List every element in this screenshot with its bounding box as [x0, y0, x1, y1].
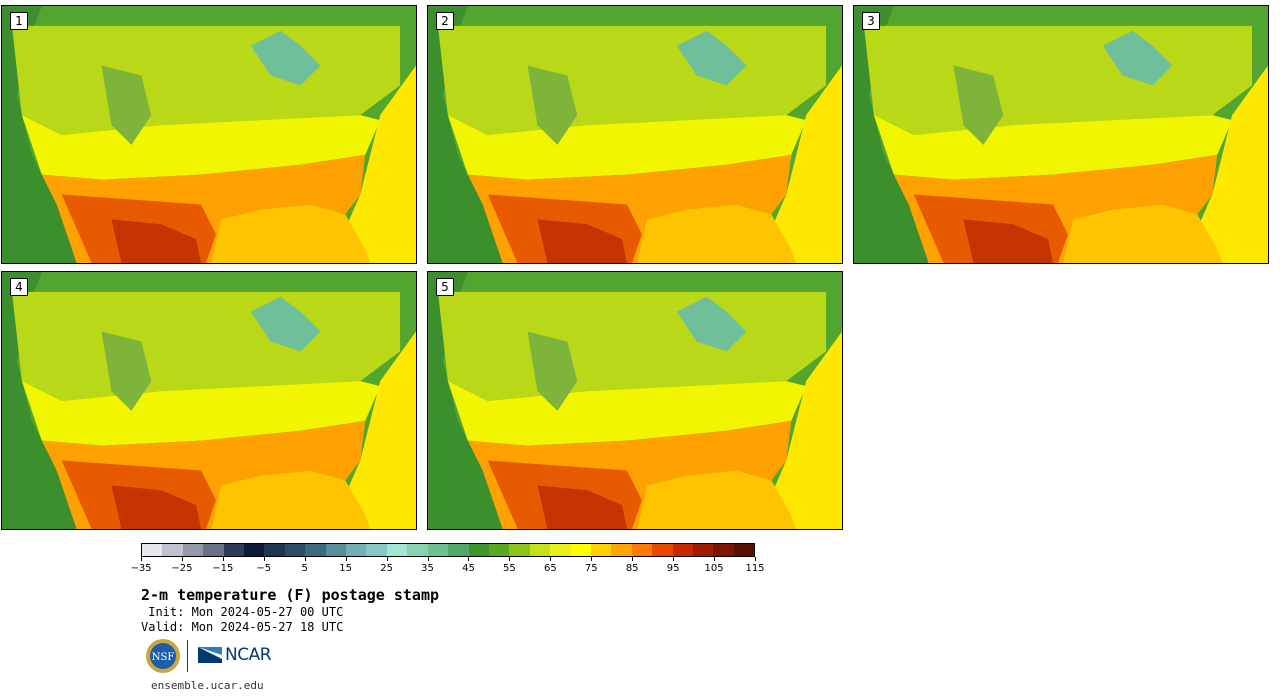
colorbar-tick [345, 557, 347, 561]
colorbar-tick-label: 115 [745, 563, 765, 574]
colorbar-tick [304, 557, 306, 561]
postage-stamp-4: 4 [1, 271, 417, 530]
colorbar-cell [488, 544, 510, 556]
colorbar-cell [142, 544, 163, 556]
site-url: ensemble.ucar.edu [151, 679, 264, 692]
colorbar-cell [631, 544, 653, 556]
ncar-logo-icon [198, 647, 222, 663]
colorbar-cell [407, 544, 428, 556]
colorbar-tick-label: 105 [704, 563, 724, 574]
colorbar-cell [509, 544, 530, 556]
colorbar-tick [550, 557, 552, 561]
temperature-map-5 [428, 272, 842, 529]
colorbar-cell [529, 544, 551, 556]
postage-stamp-3: 3 [853, 5, 1269, 264]
colorbar-tick-label: 65 [543, 563, 557, 574]
ncar-logo-text: NCAR [225, 645, 272, 665]
colorbar-tick [386, 557, 388, 561]
stamp-number-label: 2 [436, 12, 454, 30]
colorbar-cell [162, 544, 183, 556]
colorbar-cell [427, 544, 449, 556]
colorbar-tick-label: 35 [421, 563, 434, 574]
colorbar-cell [203, 544, 224, 556]
colorbar-tick [632, 557, 634, 561]
colorbar-tick [263, 557, 265, 561]
colorbar-tick [222, 557, 224, 561]
svg-text:NSF: NSF [152, 652, 175, 663]
postage-stamp-5: 5 [427, 271, 843, 530]
temperature-map-3 [854, 6, 1268, 263]
colorbar-tick [673, 557, 675, 561]
colorbar-tick [427, 557, 429, 561]
colorbar-tick-label: −15 [212, 563, 234, 574]
plot-title: 2-m temperature (F) postage stamp [141, 586, 440, 604]
colorbar-tick-label: 75 [584, 563, 598, 574]
colorbar-tick [509, 557, 511, 561]
colorbar-cell [570, 544, 591, 556]
postage-stamp-1: 1 [1, 5, 417, 264]
colorbar-tick-label: 45 [462, 563, 475, 574]
colorbar-cell [550, 544, 571, 556]
colorbar-cell [366, 544, 387, 556]
colorbar-cell [672, 544, 693, 556]
colorbar-cell [611, 544, 632, 556]
colorbar-tick-label: −5 [256, 563, 272, 574]
colorbar-tick [141, 557, 142, 561]
colorbar-cell [448, 544, 469, 556]
colorbar-tick [468, 557, 470, 561]
temperature-map-1 [2, 6, 416, 263]
valid-time: Valid: Mon 2024-05-27 18 UTC [141, 620, 344, 634]
colorbar-cell [244, 544, 265, 556]
colorbar-cell [468, 544, 489, 556]
colorbar-cell [386, 544, 408, 556]
init-time: Init: Mon 2024-05-27 00 UTC [141, 605, 344, 619]
stamp-number-label: 1 [10, 12, 28, 30]
colorbar-cell [692, 544, 714, 556]
colorbar-tick-label: −35 [130, 563, 152, 574]
colorbar-cell [325, 544, 347, 556]
colorbar-tick-label: 85 [625, 563, 639, 574]
temperature-map-2 [428, 6, 842, 263]
colorbar-cell [713, 544, 734, 556]
temperature-colorbar [141, 543, 755, 557]
colorbar-tick-label: 15 [339, 563, 353, 574]
colorbar-cell [284, 544, 306, 556]
colorbar-cell [652, 544, 673, 556]
stamp-number-label: 5 [436, 278, 454, 296]
colorbar-tick [714, 557, 716, 561]
colorbar-tick [181, 557, 183, 561]
colorbar-tick-label: 25 [380, 563, 393, 574]
colorbar-tick [755, 557, 756, 561]
colorbar-ticks: −35 −25 −15 −5 5 15 25 35 45 55 65 75 85 95 105 115 [130, 557, 765, 581]
colorbar-tick-label: 95 [666, 563, 680, 574]
colorbar-cell [590, 544, 612, 556]
colorbar-cell [223, 544, 245, 556]
colorbar-cell [733, 544, 755, 556]
colorbar-tick-label: 5 [301, 563, 308, 574]
colorbar-tick-label: 55 [503, 563, 516, 574]
stamp-number-label: 4 [10, 278, 28, 296]
stamp-number-label: 3 [862, 12, 880, 30]
temperature-map-4 [2, 272, 416, 529]
logo-separator [187, 640, 188, 672]
colorbar-tick-label: −25 [171, 563, 193, 574]
colorbar-cell [346, 544, 367, 556]
postage-stamp-2: 2 [427, 5, 843, 264]
colorbar-tick [591, 557, 593, 561]
colorbar-cell [305, 544, 326, 556]
colorbar-cell [264, 544, 285, 556]
colorbar-cell [182, 544, 204, 556]
nsf-logo-icon: NSF [146, 639, 180, 673]
